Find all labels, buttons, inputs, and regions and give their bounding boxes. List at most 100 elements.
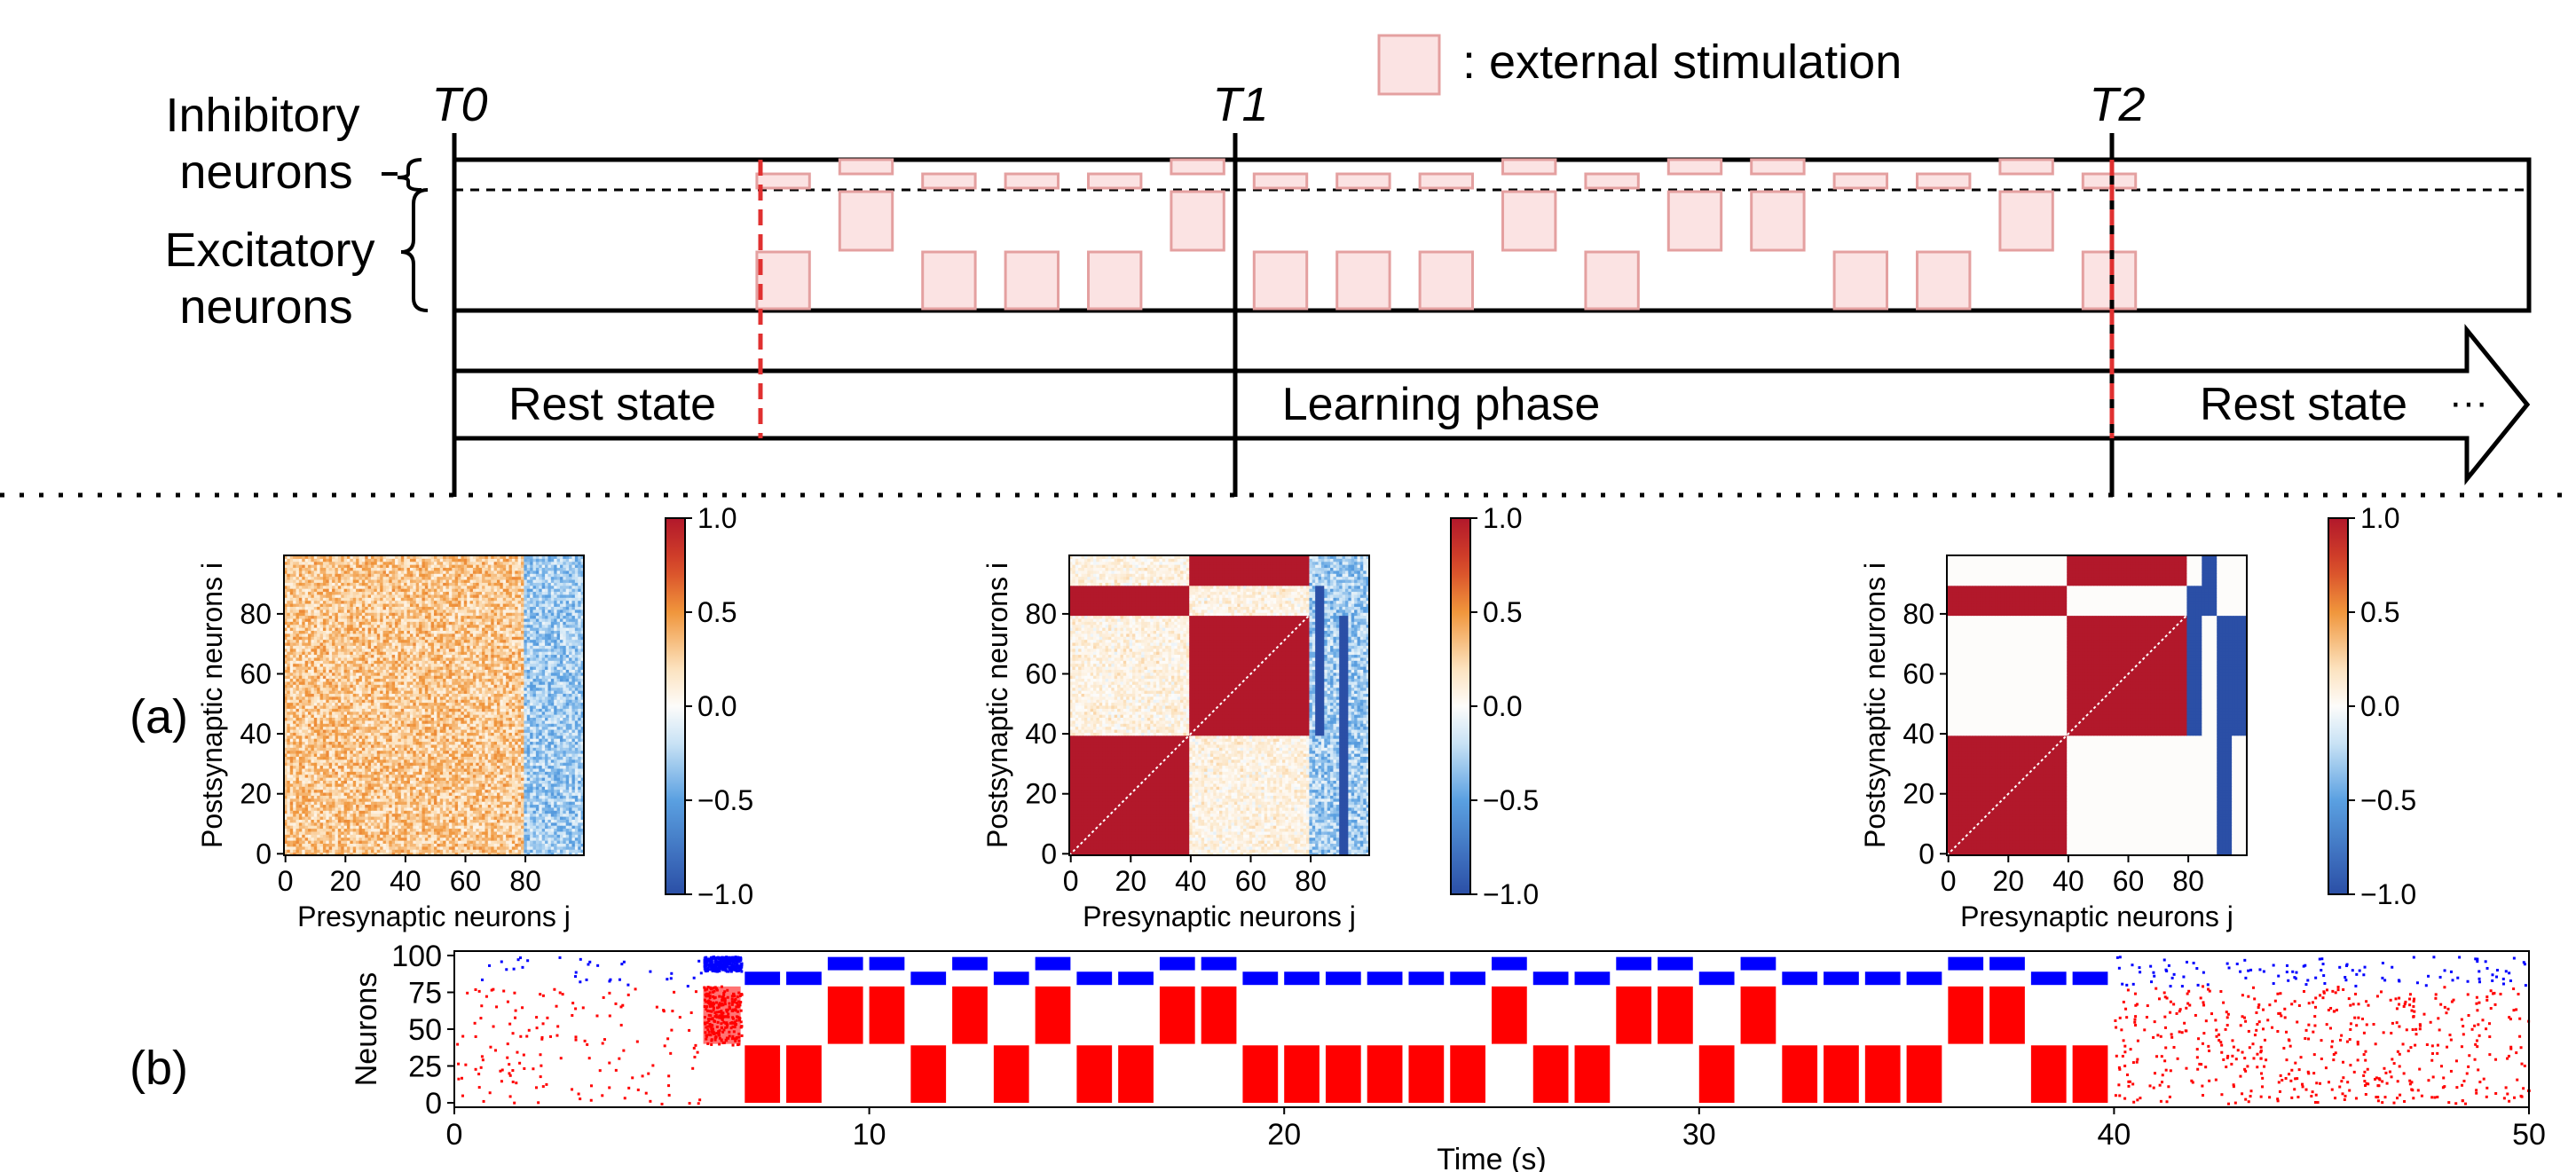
heatmap-cell bbox=[446, 831, 450, 835]
heatmap-cell bbox=[446, 846, 450, 850]
heatmap-cell bbox=[401, 840, 405, 844]
heatmap-cell bbox=[500, 838, 503, 841]
heatmap-cell bbox=[539, 840, 542, 844]
heatmap-cell bbox=[401, 834, 405, 838]
heatmap-cell bbox=[368, 840, 372, 844]
heatmap-cell bbox=[380, 825, 383, 829]
heatmap-cell bbox=[323, 840, 327, 844]
heatmap-cell bbox=[494, 849, 498, 853]
heatmap-cell bbox=[527, 829, 531, 832]
heatmap-cell bbox=[509, 846, 513, 850]
heatmap-cell bbox=[398, 829, 401, 832]
heatmap-cell bbox=[497, 846, 500, 850]
heatmap-cell bbox=[308, 825, 311, 829]
heatmap-cell bbox=[571, 834, 575, 838]
heatmap-cell bbox=[401, 849, 405, 853]
heatmap-cell bbox=[437, 849, 440, 853]
heatmap-cell bbox=[419, 843, 422, 846]
heatmap-cell bbox=[419, 834, 422, 838]
heatmap-cell bbox=[407, 838, 411, 841]
heatmap-cell bbox=[359, 846, 363, 850]
heatmap-cell bbox=[563, 843, 566, 846]
heatmap-cell bbox=[326, 838, 329, 841]
heatmap-cell bbox=[518, 829, 522, 832]
heatmap-cell bbox=[437, 846, 440, 850]
heatmap-cell bbox=[338, 846, 342, 850]
inhibitory-stimulation-block bbox=[923, 174, 975, 188]
heatmap-cell bbox=[320, 825, 324, 829]
heatmap-cell bbox=[515, 838, 518, 841]
heatmap-cell bbox=[359, 843, 363, 846]
heatmap-cell bbox=[347, 829, 351, 832]
heatmap-cell bbox=[488, 846, 492, 850]
heatmap-cell bbox=[467, 840, 470, 844]
heatmap-cell bbox=[365, 831, 368, 835]
heatmap-cell bbox=[578, 840, 581, 844]
heatmap-cell bbox=[305, 838, 309, 841]
heatmap-cell bbox=[353, 846, 357, 850]
heatmap-cell bbox=[395, 829, 398, 832]
heatmap-cell bbox=[547, 849, 551, 853]
heatmap-cell bbox=[323, 829, 327, 832]
heatmap-cell bbox=[464, 834, 468, 838]
heatmap-cell bbox=[293, 831, 296, 835]
heatmap-cell bbox=[380, 838, 383, 841]
heatmap-cell bbox=[287, 849, 290, 853]
heatmap-cell bbox=[335, 834, 338, 838]
heatmap-cell bbox=[290, 849, 294, 853]
heatmap-cell bbox=[497, 843, 500, 846]
heatmap-cell bbox=[524, 849, 527, 853]
heatmap-cell bbox=[302, 834, 305, 838]
heatmap-cell bbox=[578, 849, 581, 853]
heatmap-cell bbox=[305, 840, 309, 844]
heatmap-cell bbox=[317, 843, 320, 846]
heatmap-cell bbox=[566, 834, 570, 838]
heatmap-cell bbox=[323, 849, 327, 853]
weight-matrix-T0: 0 20 40 60 80020406080Presynaptic neurons jP… bbox=[196, 502, 753, 932]
heatmap-cell bbox=[547, 831, 551, 835]
heatmap-cell bbox=[371, 838, 374, 841]
heatmap-cell bbox=[536, 834, 540, 838]
heatmap-cell bbox=[404, 831, 407, 835]
heatmap-cell bbox=[371, 846, 374, 850]
heatmap-cell bbox=[365, 846, 368, 850]
heatmap-cell bbox=[290, 831, 294, 835]
heatmap-cell bbox=[401, 831, 405, 835]
heatmap-cell bbox=[398, 843, 401, 846]
heatmap-cell bbox=[395, 843, 398, 846]
heatmap-cell bbox=[449, 834, 453, 838]
heatmap-cell bbox=[293, 829, 296, 832]
heatmap-cell bbox=[443, 834, 446, 838]
heatmap-cell bbox=[344, 825, 348, 829]
heatmap-cell bbox=[344, 831, 348, 835]
heatmap-cell bbox=[362, 831, 366, 835]
heatmap-cell bbox=[320, 831, 324, 835]
heatmap-cell bbox=[449, 829, 453, 832]
inhibitory-stimulation-block bbox=[1503, 160, 1556, 174]
heatmap-cell bbox=[479, 849, 483, 853]
heatmap-cell bbox=[575, 829, 579, 832]
heatmap-cell bbox=[380, 843, 383, 846]
heatmap-cell bbox=[530, 834, 533, 838]
heatmap-cell bbox=[425, 838, 429, 841]
heatmap-cell bbox=[413, 831, 416, 835]
heatmap-cell bbox=[362, 843, 366, 846]
heatmap-cell bbox=[479, 829, 483, 832]
heatmap-cell bbox=[515, 834, 518, 838]
heatmap-cell bbox=[362, 840, 366, 844]
heatmap-cell bbox=[530, 840, 533, 844]
heatmap-cell bbox=[392, 825, 396, 829]
heatmap-cell bbox=[305, 843, 309, 846]
heatmap-cell bbox=[497, 849, 500, 853]
heatmap-cell bbox=[338, 834, 342, 838]
heatmap-cell bbox=[440, 829, 444, 832]
heatmap-cell bbox=[440, 825, 444, 829]
heatmap-cell bbox=[524, 843, 527, 846]
heatmap-cell bbox=[407, 846, 411, 850]
heatmap-cell bbox=[443, 843, 446, 846]
heatmap-cell bbox=[467, 834, 470, 838]
excitatory-stimulation-block bbox=[1337, 252, 1390, 309]
heatmap-cell bbox=[452, 843, 455, 846]
heatmap-cell bbox=[488, 834, 492, 838]
heatmap-cell bbox=[551, 831, 555, 835]
